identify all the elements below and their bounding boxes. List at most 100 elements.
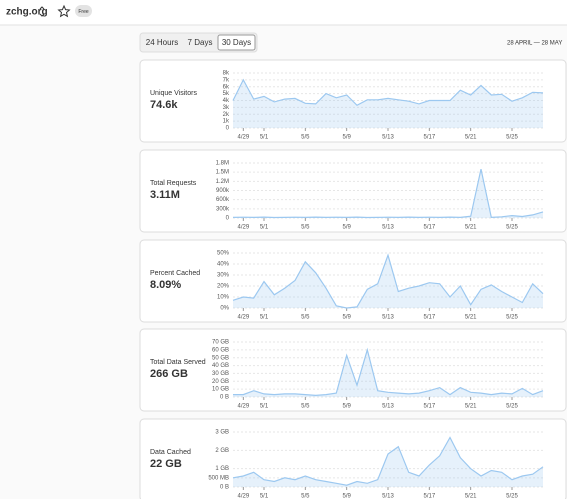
y-tick-label: 10 GB bbox=[212, 387, 229, 393]
tab-selected-bg bbox=[217, 34, 256, 51]
y-tick-label: 2 GB bbox=[215, 448, 229, 454]
star-icon[interactable] bbox=[57, 4, 71, 18]
card-summary: 266 GB bbox=[150, 368, 188, 380]
y-tick-label: 30% bbox=[217, 273, 230, 279]
x-tick-label: 5/9 bbox=[342, 404, 351, 410]
x-tick-label: 5/9 bbox=[342, 494, 351, 499]
x-tick-label: 5/17 bbox=[423, 315, 435, 321]
tab[interactable]: 7 Days bbox=[188, 38, 213, 47]
y-tick-label: 50 GB bbox=[212, 355, 229, 361]
plan-badge bbox=[75, 5, 92, 17]
x-tick-label: 5/13 bbox=[382, 404, 394, 410]
x-tick-label: 5/25 bbox=[506, 315, 518, 321]
x-tick-label: 5/25 bbox=[506, 494, 518, 499]
y-tick-label: 3 GB bbox=[215, 430, 229, 436]
y-tick-label: 1.5M bbox=[216, 170, 229, 176]
y-tick-label: 900k bbox=[216, 188, 230, 194]
x-tick-label: 4/29 bbox=[237, 135, 249, 141]
area bbox=[233, 437, 543, 487]
x-tick-label: 5/5 bbox=[301, 404, 310, 410]
y-tick-label: 2k bbox=[223, 112, 230, 118]
line bbox=[232, 253, 544, 309]
y-tick-label: 30 GB bbox=[212, 371, 229, 377]
y-tick-label: 20 GB bbox=[212, 379, 229, 385]
header-bar bbox=[0, 0, 567, 25]
x-tick-label: 5/21 bbox=[465, 494, 477, 499]
area bbox=[233, 79, 543, 128]
x-tick-label: 5/9 bbox=[342, 225, 351, 231]
y-tick-label: 1k bbox=[223, 119, 230, 125]
y-tick-label: 0 B bbox=[220, 395, 229, 401]
x-tick-label: 5/9 bbox=[342, 135, 351, 141]
x-tick-label: 5/17 bbox=[423, 135, 435, 141]
card bbox=[139, 328, 567, 412]
x-tick-label: 4/29 bbox=[237, 315, 249, 321]
x-tick-label: 5/5 bbox=[301, 135, 310, 141]
x-tick-label: 4/29 bbox=[237, 404, 249, 410]
x-tick-label: 5/17 bbox=[423, 225, 435, 231]
x-tick-label: 4/29 bbox=[237, 494, 249, 499]
x-tick-label: 5/13 bbox=[382, 494, 394, 499]
card-title: Data Cached bbox=[150, 449, 191, 456]
y-tick-label: 40% bbox=[217, 262, 230, 268]
y-tick-label: 0% bbox=[220, 306, 229, 312]
plan-label: Free bbox=[78, 9, 89, 15]
y-tick-label: 0 bbox=[226, 126, 230, 132]
site-name[interactable]: zchg.org bbox=[6, 7, 48, 18]
y-tick-label: 500 MB bbox=[208, 475, 229, 481]
card bbox=[139, 239, 567, 323]
site-chevron[interactable] bbox=[39, 6, 45, 17]
area bbox=[233, 169, 543, 218]
line bbox=[232, 168, 544, 219]
y-tick-label: 8k bbox=[223, 71, 230, 77]
x-tick-label: 5/21 bbox=[465, 315, 477, 321]
y-tick-label: 6k bbox=[223, 84, 230, 90]
x-tick-label: 5/5 bbox=[301, 225, 310, 231]
x-tick-label: 5/5 bbox=[301, 494, 310, 499]
y-tick-label: 60 GB bbox=[212, 347, 229, 353]
y-tick-label: 20% bbox=[217, 284, 230, 290]
y-tick-label: 1.8M bbox=[216, 161, 229, 167]
x-tick-label: 5/13 bbox=[382, 135, 394, 141]
y-tick-label: 70 GB bbox=[212, 340, 229, 346]
x-tick-label: 5/25 bbox=[506, 404, 518, 410]
card-summary: 3.11M bbox=[150, 189, 180, 201]
x-tick-label: 4/29 bbox=[237, 225, 249, 231]
card-title: Unique Visitors bbox=[150, 90, 197, 97]
tab[interactable]: 30 Days bbox=[222, 38, 251, 47]
x-tick-label: 5/1 bbox=[260, 225, 269, 231]
x-tick-label: 5/25 bbox=[506, 225, 518, 231]
card-title: Percent Cached bbox=[150, 270, 200, 277]
card-title: Total Requests bbox=[150, 180, 197, 187]
x-tick-label: 5/13 bbox=[382, 225, 394, 231]
y-tick-label: 600k bbox=[216, 197, 230, 203]
x-tick-label: 5/5 bbox=[301, 315, 310, 321]
x-tick-label: 5/1 bbox=[260, 135, 269, 141]
y-tick-label: 4k bbox=[223, 98, 230, 104]
x-tick-label: 5/1 bbox=[260, 315, 269, 321]
x-tick-label: 5/25 bbox=[506, 135, 518, 141]
x-tick-label: 5/9 bbox=[342, 315, 351, 321]
x-tick-label: 5/17 bbox=[423, 494, 435, 499]
y-tick-label: 5k bbox=[223, 91, 230, 97]
card-summary: 8.09% bbox=[150, 279, 181, 291]
area bbox=[233, 255, 543, 308]
x-tick-label: 5/17 bbox=[423, 404, 435, 410]
y-tick-label: 300k bbox=[216, 206, 230, 212]
y-tick-label: 50% bbox=[217, 251, 230, 257]
card-summary: 22 GB bbox=[150, 458, 182, 470]
y-tick-label: 0 bbox=[226, 216, 230, 222]
card-summary: 74.6k bbox=[150, 99, 178, 111]
line bbox=[232, 78, 544, 107]
card bbox=[139, 418, 567, 499]
y-tick-label: 40 GB bbox=[212, 363, 229, 369]
tab[interactable]: 24 Hours bbox=[146, 38, 178, 47]
date-range: 28 APRIL — 28 MAY bbox=[507, 41, 562, 47]
line bbox=[233, 347, 544, 397]
x-tick-label: 5/1 bbox=[260, 494, 269, 499]
line bbox=[232, 436, 544, 486]
y-tick-label: 3k bbox=[223, 105, 230, 111]
y-tick-label: 1 GB bbox=[215, 466, 229, 472]
y-tick-label: 7k bbox=[223, 77, 230, 83]
